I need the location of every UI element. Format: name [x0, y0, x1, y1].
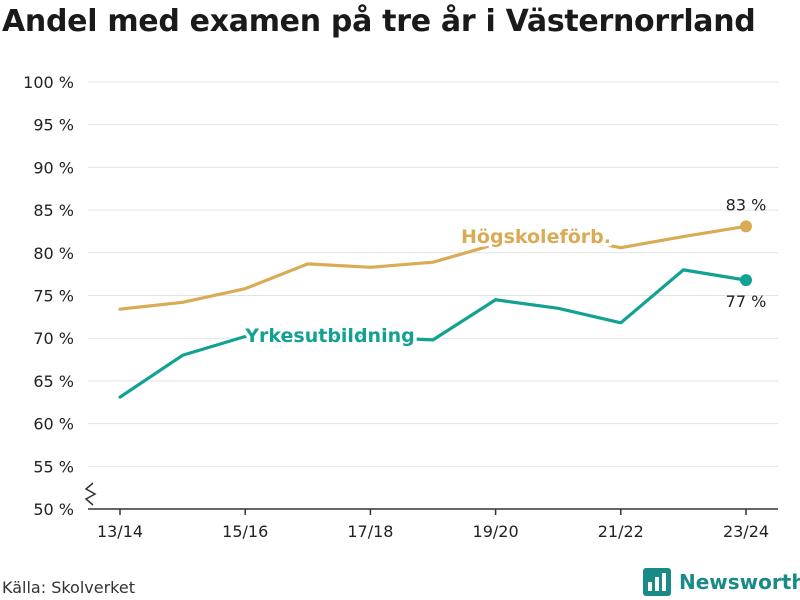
x-tick-label: 19/20 [473, 522, 519, 541]
series-lines [118, 220, 752, 399]
series-label-hogskole: Högskoleförb. [461, 226, 611, 248]
y-tick-label: 80 % [33, 244, 74, 263]
end-label-hogskole: 83 % [726, 195, 767, 214]
x-tick-label: 23/24 [723, 522, 769, 541]
x-tick-label: 17/18 [347, 522, 393, 541]
x-tick-label: 15/16 [222, 522, 268, 541]
y-axis-labels: 50 % 55 % 60 % 65 % 70 % 75 % 80 % 85 % 90 % 95 %… [23, 73, 74, 519]
y-tick-label: 65 % [33, 372, 74, 391]
gridlines [88, 81, 778, 467]
x-axis [84, 482, 778, 515]
y-tick-label: 70 % [33, 329, 74, 348]
axis-break-icon [84, 482, 97, 506]
y-tick-label: 100 % [23, 73, 74, 92]
brand-name: Newsworthy [679, 570, 800, 594]
end-point-yrkes [740, 274, 752, 287]
y-tick-label: 85 % [33, 201, 74, 220]
y-tick-label: 60 % [33, 415, 74, 434]
y-tick-label: 55 % [33, 457, 74, 476]
series-line-yrkes [118, 268, 748, 399]
series-line-hogskole [118, 224, 748, 311]
source-note: Källa: Skolverket [2, 578, 135, 597]
newsworthy-logo-icon [643, 568, 671, 596]
y-tick-label: 75 % [33, 287, 74, 306]
y-tick-label: 50 % [33, 500, 74, 519]
y-tick-label: 90 % [33, 158, 74, 177]
series-label-yrkes-halo: Yrkesutbildning [244, 325, 414, 347]
end-label-yrkes: 77 % [726, 292, 767, 311]
x-tick-label: 13/14 [97, 522, 143, 541]
chart-title: Andel med examen på tre år i Västernorrl… [2, 4, 756, 39]
series-labels: Högskoleförb.Högskoleförb.Yrkesutbildnin… [241, 195, 767, 350]
series-label-hogskole-halo: Högskoleförb. [461, 226, 611, 248]
series-label-yrkes: Yrkesutbildning [244, 325, 414, 347]
y-tick-label: 95 % [33, 116, 74, 135]
brand-logo: Newsworthy [643, 568, 800, 596]
x-tick-label: 21/22 [598, 522, 644, 541]
x-axis-labels: 13/14 15/16 17/18 19/20 21/22 23/24 [97, 522, 769, 541]
end-point-hogskole [740, 220, 752, 233]
